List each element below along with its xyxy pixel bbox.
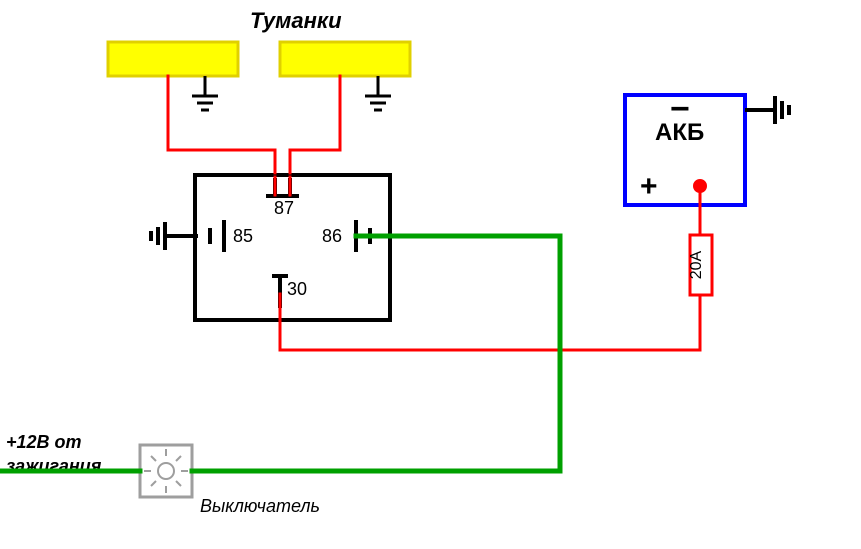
- wire-red-fog-right: [290, 76, 340, 173]
- relay-pin-85-label: 85: [233, 226, 253, 246]
- switch-label: Выключатель: [200, 496, 320, 516]
- fog-lamp-left: [108, 42, 238, 76]
- wire-red-fog-left: [168, 76, 275, 173]
- ground-battery: [745, 96, 789, 124]
- relay-pin-87: [266, 178, 299, 196]
- relay-pin-86-label: 86: [322, 226, 342, 246]
- ignition-label-line1: +12В от: [6, 432, 82, 452]
- fog-lamp-right-box: [280, 42, 410, 76]
- ground-fog-right: [365, 76, 391, 110]
- ground-relay-85: [151, 222, 198, 250]
- battery-plus: +: [640, 170, 658, 203]
- fog-lamp-right: [280, 42, 410, 76]
- fog-lamp-left-box: [108, 42, 238, 76]
- relay-pin-30-label: 30: [287, 279, 307, 299]
- wire-green-86-to-switch: [192, 236, 560, 471]
- switch-icon: [144, 449, 188, 493]
- wire-green-group: [0, 236, 560, 471]
- relay-pin-87-label: 87: [274, 198, 294, 218]
- title-text: Туманки: [250, 8, 342, 33]
- fuse-label: 20A: [688, 250, 705, 279]
- ground-fog-left: [192, 76, 218, 110]
- battery-plus-terminal: [694, 180, 706, 192]
- wire-red-group: [168, 76, 700, 350]
- relay-pin-85: [210, 220, 224, 252]
- battery-minus: −: [670, 90, 690, 128]
